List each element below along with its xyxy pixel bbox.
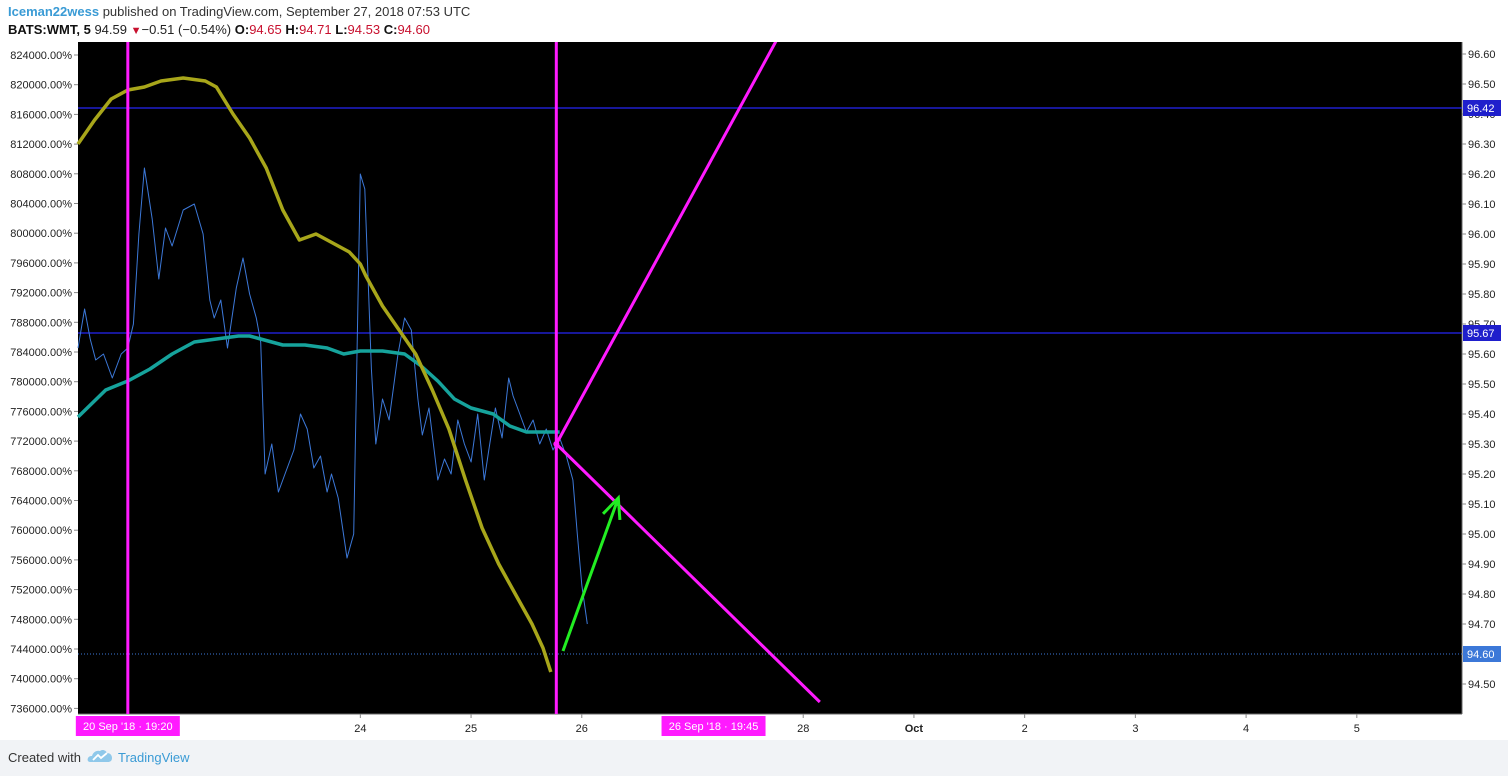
time-axis-tick-label: 5 <box>1354 723 1360 735</box>
time-axis-tick-label: 26 <box>576 723 588 735</box>
high-label: H: <box>285 22 300 37</box>
open-label: O: <box>234 22 250 37</box>
right-axis-tick-label: 94.80 <box>1468 589 1496 601</box>
left-axis-tick-label: 780000.00% <box>10 377 72 389</box>
up-arrow-shaft <box>561 497 620 652</box>
price-badge <box>1463 646 1501 662</box>
footer: Created with TradingView <box>0 740 1508 776</box>
axis-badges: 96.42 95.67 94.60 20 Sep '18 · 19:20 26 Sep … <box>75 100 1501 736</box>
created-with-text: Created with <box>8 750 81 765</box>
right-axis-tick-label: 95.80 <box>1468 289 1496 301</box>
right-axis-tick-label: 96.30 <box>1468 139 1496 151</box>
left-axis-tick-label: 736000.00% <box>10 703 72 715</box>
symbol-info: BATS:WMT, 5 94.59 ▼−0.51 (−0.54%) O:94.6… <box>8 22 430 37</box>
price-chart[interactable]: 824000.00% 820000.00% 816000.00% 812000.00%… <box>0 35 1508 740</box>
price-badge-label: 96.42 <box>1467 103 1495 115</box>
left-axis-tick-label: 760000.00% <box>10 525 72 537</box>
left-axis-tick-label: 776000.00% <box>10 406 72 418</box>
right-axis-tick-label: 95.20 <box>1468 469 1496 481</box>
price-badge <box>1463 325 1501 341</box>
right-axis-tick-label: 95.00 <box>1468 529 1496 541</box>
left-axis-tick-label: 816000.00% <box>10 109 72 121</box>
tradingview-logo-icon[interactable] <box>87 749 113 770</box>
time-axis-tick-label: 2 <box>1022 723 1028 735</box>
time-badge <box>75 716 180 736</box>
right-axis-tick-label: 95.10 <box>1468 499 1496 511</box>
right-axis-tick-label: 95.60 <box>1468 349 1496 361</box>
series-ma_fast-line <box>76 334 560 434</box>
price-badge-label: 95.67 <box>1467 328 1495 340</box>
left-axis-tick-label: 756000.00% <box>10 555 72 567</box>
down-arrow-icon: ▼ <box>130 25 142 37</box>
series-ma_slow-line <box>76 76 553 673</box>
right-axis-tick-label: 94.90 <box>1468 559 1496 571</box>
low-label: L: <box>335 22 348 37</box>
price-change: −0.51 (−0.54%) <box>141 22 232 37</box>
time-badge <box>661 716 766 736</box>
time-axis-tick-label: 24 <box>354 723 366 735</box>
author-link[interactable]: Iceman22wess <box>8 4 100 19</box>
left-axis-tick-label: 752000.00% <box>10 585 72 597</box>
fan-origin-point <box>553 441 560 447</box>
left-axis-tick-label: 812000.00% <box>10 139 72 151</box>
left-axis-tick-label: 768000.00% <box>10 466 72 478</box>
close-value: 94.60 <box>397 22 430 37</box>
right-axis-background <box>1462 42 1508 740</box>
left-axis-tick-label: 800000.00% <box>10 228 72 240</box>
left-axis: 824000.00% 820000.00% 816000.00% 812000.00%… <box>10 50 78 715</box>
close-label: C: <box>383 22 398 37</box>
right-axis-tick-label: 95.40 <box>1468 409 1496 421</box>
publish-info: Iceman22wess published on TradingView.co… <box>8 4 470 19</box>
left-axis-tick-label: 788000.00% <box>10 317 72 329</box>
left-axis-tick-label: 796000.00% <box>10 258 72 270</box>
time-axis-tick-label: 4 <box>1243 723 1249 735</box>
time-axis-tick-label: 28 <box>797 723 809 735</box>
left-axis-tick-label: 824000.00% <box>10 50 72 62</box>
high-value: 94.71 <box>299 22 332 37</box>
left-axis-tick-label: 820000.00% <box>10 80 72 92</box>
publish-text: published on TradingView.com, September … <box>99 4 471 19</box>
right-axis-tick-label: 94.50 <box>1468 679 1496 691</box>
low-value: 94.53 <box>347 22 381 37</box>
right-axis-tick-label: 95.90 <box>1468 259 1496 271</box>
price-badge <box>1463 100 1501 116</box>
left-axis-tick-label: 804000.00% <box>10 199 72 211</box>
left-axis-tick-label: 808000.00% <box>10 169 72 181</box>
right-axis-tick-label: 95.30 <box>1468 439 1496 451</box>
fan-up-line <box>554 35 781 445</box>
right-axis-tick-label: 96.00 <box>1468 229 1496 241</box>
left-axis-tick-label: 744000.00% <box>10 644 72 656</box>
plot-background <box>78 42 1462 714</box>
time-axis-tick-label: Oct <box>905 723 924 735</box>
time-axis-tick-label: 3 <box>1132 723 1138 735</box>
left-axis-tick-label: 740000.00% <box>10 674 72 686</box>
left-axis-tick-label: 764000.00% <box>10 496 72 508</box>
tradingview-link[interactable]: TradingView <box>118 750 190 765</box>
left-axis-tick-label: 772000.00% <box>10 436 72 448</box>
right-axis-tick-label: 94.70 <box>1468 619 1496 631</box>
chart-header: Iceman22wess published on TradingView.co… <box>0 0 1508 42</box>
time-badge-label: 26 Sep '18 · 19:45 <box>669 721 759 733</box>
symbol-label: BATS:WMT, 5 <box>8 22 91 37</box>
last-price: 94.59 <box>94 22 127 37</box>
right-axis-tick-label: 95.50 <box>1468 379 1496 391</box>
right-axis-tick-label: 96.10 <box>1468 199 1496 211</box>
time-axis-tick-label: 25 <box>465 723 477 735</box>
right-axis-tick-label: 96.60 <box>1468 49 1496 61</box>
open-value: 94.65 <box>249 22 282 37</box>
left-axis-tick-label: 748000.00% <box>10 614 72 626</box>
up-arrow-head <box>601 494 622 521</box>
left-axis-tick-label: 784000.00% <box>10 347 72 359</box>
left-axis-background <box>0 42 78 740</box>
left-axis-tick-label: 792000.00% <box>10 288 72 300</box>
time-badge-label: 20 Sep '18 · 19:20 <box>83 721 173 733</box>
chart-area[interactable]: 824000.00% 820000.00% 816000.00% 812000.00%… <box>0 35 1508 740</box>
time-axis: 24 25 26 28 Oct 2 3 4 5 <box>354 714 1360 735</box>
series-price-line <box>77 167 588 625</box>
right-axis-tick-label: 96.50 <box>1468 79 1496 91</box>
right-axis-tick-label: 96.20 <box>1468 169 1496 181</box>
fan-down-line <box>555 442 821 704</box>
plot-layer <box>76 35 1462 714</box>
price-badge-label: 94.60 <box>1467 649 1495 661</box>
